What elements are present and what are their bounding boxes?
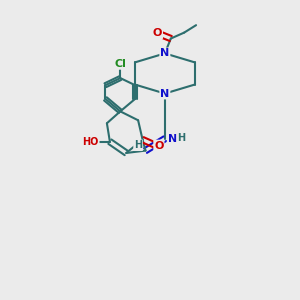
Text: HO: HO <box>82 137 99 147</box>
Text: N: N <box>160 88 170 98</box>
Text: Cl: Cl <box>114 59 126 69</box>
Text: N: N <box>160 48 170 59</box>
Text: O: O <box>153 28 162 38</box>
Text: N: N <box>168 134 177 144</box>
Text: H: H <box>177 133 185 143</box>
Text: O: O <box>154 140 164 151</box>
Text: H: H <box>134 140 142 150</box>
